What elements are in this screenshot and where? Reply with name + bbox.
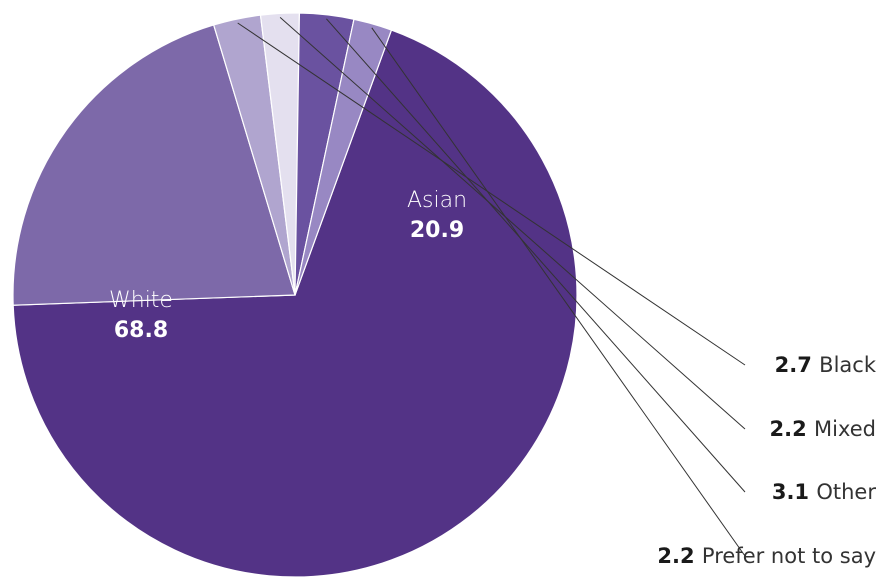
slice-label-other: 3.1 Other	[772, 480, 877, 504]
leader-line-other	[326, 18, 746, 493]
leader-lines	[237, 17, 746, 557]
leader-line-black	[237, 22, 746, 366]
slice-value-black: 2.7	[775, 353, 820, 377]
slice-name-black: Black	[819, 353, 877, 377]
leader-line-prefer-not-to-say	[371, 27, 746, 557]
slice-value-asian: 20.9	[410, 218, 464, 243]
slice-name-prefer-not-to-say: Prefer not to say	[702, 544, 876, 568]
slice-value-other: 3.1	[772, 480, 817, 504]
slice-labels: White 68.8 Asian 20.9 2.7 Black 2.2 Mixed 3.1 …	[109, 188, 877, 568]
slice-asian	[12, 24, 296, 306]
slice-name-mixed: Mixed	[814, 417, 876, 441]
pie-slices	[12, 12, 578, 578]
slice-label-asian: Asian	[407, 188, 467, 213]
slice-label-black: 2.7 Black	[775, 353, 877, 377]
slice-label-prefer-not-to-say: 2.2 Prefer not to say	[657, 544, 876, 568]
slice-value-prefer-not-to-say: 2.2	[657, 544, 702, 568]
slice-white	[12, 29, 578, 578]
slice-name-other: Other	[816, 480, 876, 504]
slice-value-white: 68.8	[114, 318, 168, 343]
slice-label-mixed: 2.2 Mixed	[769, 417, 876, 441]
slice-value-mixed: 2.2	[769, 417, 814, 441]
slice-label-white: White	[109, 288, 173, 313]
slice-prefer-not-to-say	[294, 18, 393, 296]
leader-line-mixed	[279, 17, 746, 430]
